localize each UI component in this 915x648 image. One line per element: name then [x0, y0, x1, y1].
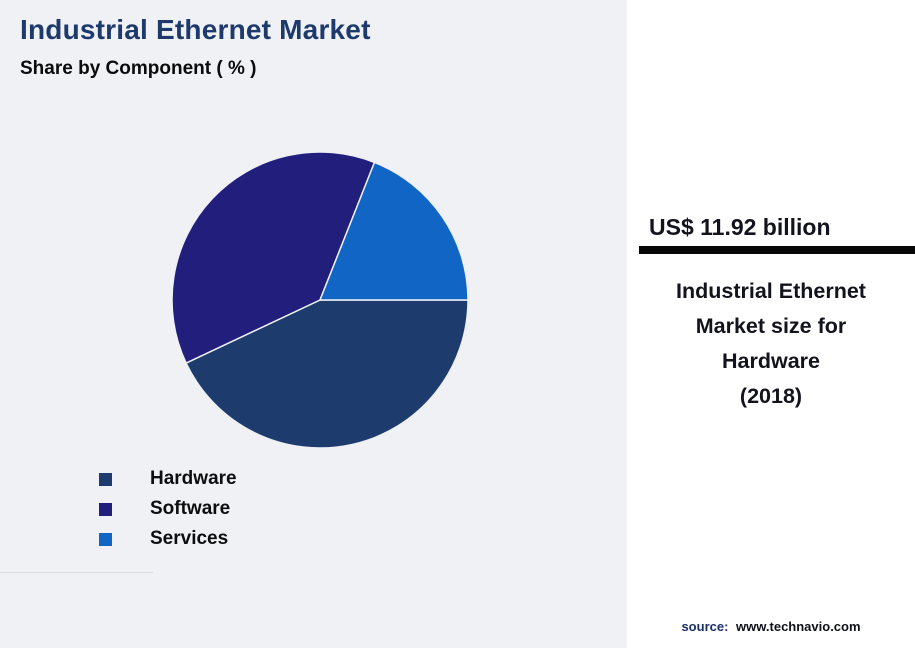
pie-chart	[171, 151, 469, 449]
legend-item-services: Services	[99, 524, 237, 554]
stat-label-line-2: Market size for	[695, 314, 847, 338]
legend-label-services: Services	[150, 528, 229, 549]
stat-value: US$ 11.92 billion	[649, 214, 831, 240]
source-url: www.technavio.com	[736, 619, 861, 634]
page-title: Industrial Ethernet Market	[20, 14, 371, 45]
source-credit: source: www.technavio.com	[627, 619, 915, 634]
stat-panel: US$ 11.92 billion Industrial Ethernet Ma…	[627, 0, 915, 648]
legend-item-hardware: Hardware	[99, 464, 237, 494]
stat-label-line-1: Industrial Ethernet	[676, 279, 866, 303]
stat-label-line-3: Hardware	[722, 349, 820, 373]
stat-label: Industrial Ethernet Market size for Hard…	[627, 274, 915, 414]
chart-legend: Hardware Software Services	[99, 464, 237, 554]
legend-swatch-services	[99, 532, 112, 546]
chart-subtitle: Share by Component ( % )	[20, 58, 257, 79]
legend-label-hardware: Hardware	[150, 468, 237, 489]
pie-slice-services	[319, 161, 469, 301]
source-prefix-label: source:	[681, 619, 729, 634]
legend-item-software: Software	[99, 494, 237, 524]
legend-swatch-hardware	[99, 472, 112, 486]
stat-label-line-4: (2018)	[739, 384, 803, 408]
stat-underline-bar	[639, 246, 915, 254]
legend-label-software: Software	[150, 498, 231, 519]
divider-line	[0, 572, 153, 573]
pie-slice-software	[171, 151, 376, 364]
legend-swatch-software	[99, 502, 112, 516]
pie-slice-hardware	[185, 299, 469, 449]
